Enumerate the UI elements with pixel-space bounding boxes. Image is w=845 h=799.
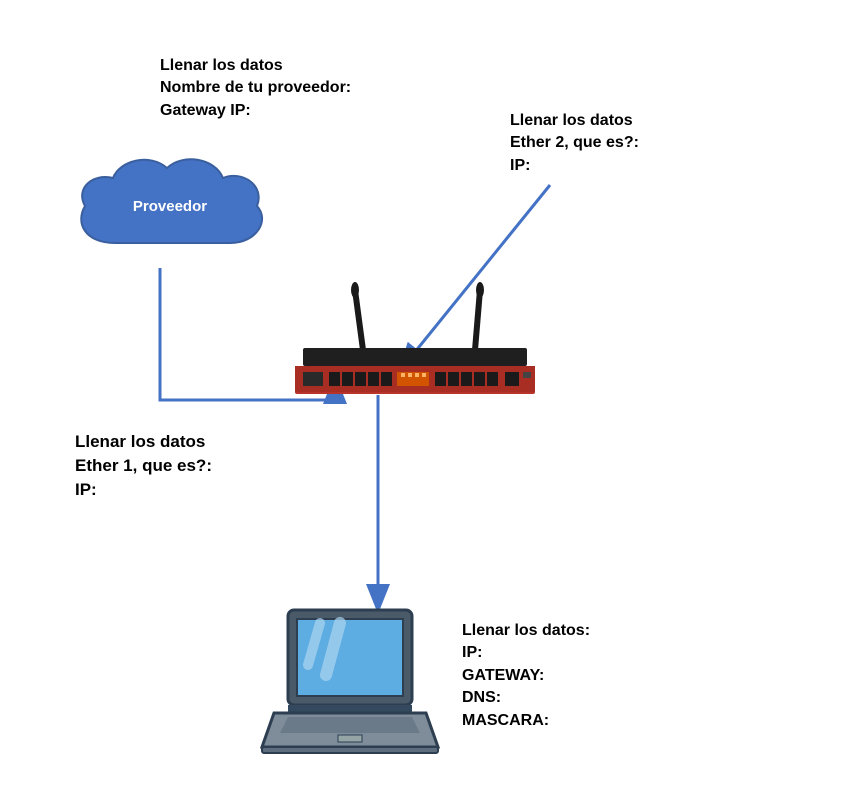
- cloud-provider: Proveedor: [65, 148, 275, 268]
- router-device: [285, 280, 545, 410]
- text-provider-line3: Gateway IP:: [160, 100, 351, 122]
- text-provider-line1: Llenar los datos: [160, 55, 351, 77]
- text-laptop-line2: IP:: [462, 642, 590, 664]
- text-laptop-block: Llenar los datos: IP: GATEWAY: DNS: MASC…: [462, 620, 590, 732]
- laptop-device: [260, 605, 440, 760]
- text-ether1-block: Llenar los datos Ether 1, que es?: IP:: [75, 430, 212, 501]
- text-ether2-line2: Ether 2, que es?:: [510, 132, 639, 154]
- text-laptop-line3: GATEWAY:: [462, 665, 590, 687]
- text-ether1-line1: Llenar los datos: [75, 430, 212, 454]
- text-laptop-line1: Llenar los datos:: [462, 620, 590, 642]
- text-ether2-line3: IP:: [510, 155, 639, 177]
- cloud-label: Proveedor: [65, 198, 275, 215]
- text-laptop-line5: MASCARA:: [462, 710, 590, 732]
- text-ether1-line3: IP:: [75, 478, 212, 502]
- text-provider-block: Llenar los datos Nombre de tu proveedor:…: [160, 55, 351, 122]
- text-provider-line2: Nombre de tu proveedor:: [160, 77, 351, 99]
- text-ether2-line1: Llenar los datos: [510, 110, 639, 132]
- text-ether1-line2: Ether 1, que es?:: [75, 454, 212, 478]
- text-laptop-line4: DNS:: [462, 687, 590, 709]
- text-ether2-block: Llenar los datos Ether 2, que es?: IP:: [510, 110, 639, 177]
